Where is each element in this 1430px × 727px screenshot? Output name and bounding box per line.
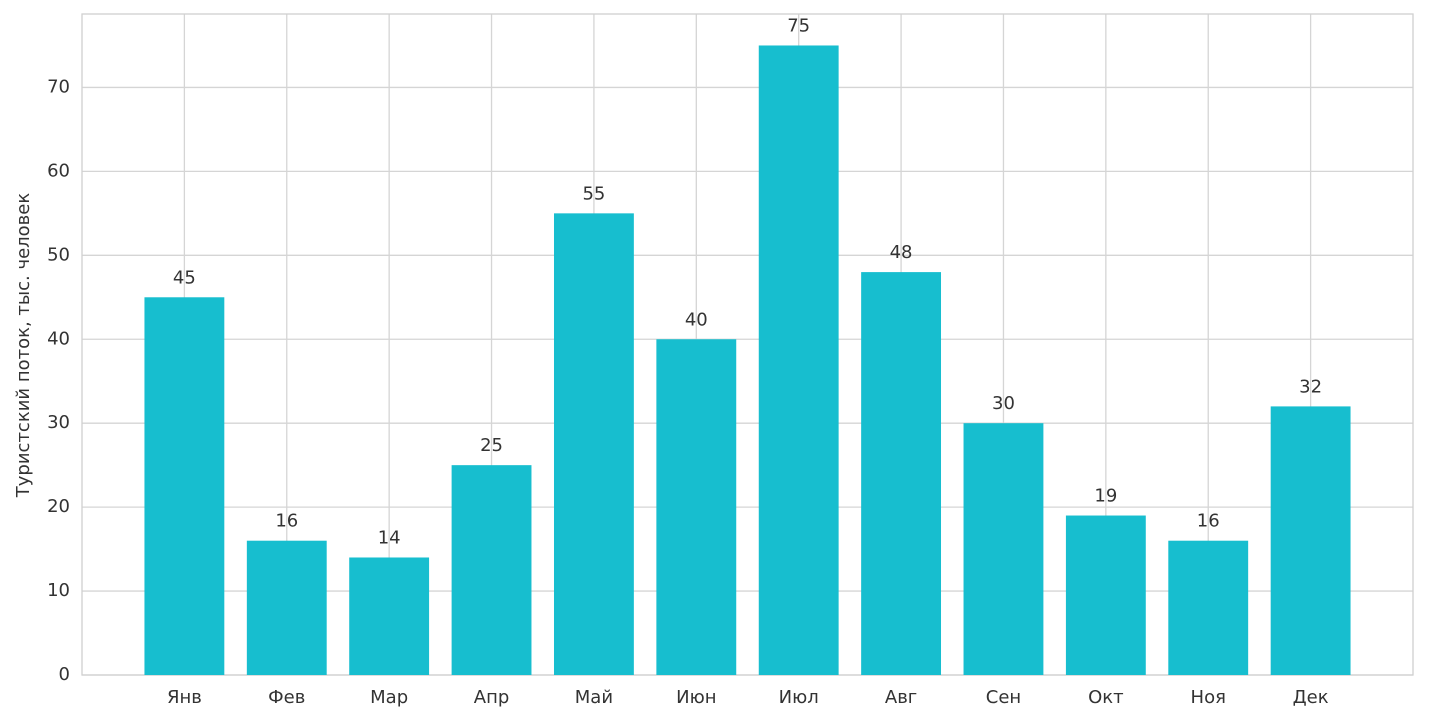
y-tick-label: 70 [47,76,70,97]
value-label: 55 [582,183,605,204]
bar [963,423,1044,675]
x-tick-label: Ноя [1191,687,1226,708]
y-tick-label: 0 [59,664,70,685]
x-tick-label: Июл [779,687,819,708]
plot-frame [81,13,1414,676]
value-label: 25 [480,435,503,456]
value-label: 75 [787,15,810,36]
value-label: 16 [275,511,298,532]
bar [246,540,327,675]
y-tick-label: 20 [47,496,70,517]
value-label: 19 [1094,486,1117,507]
x-tick-label: Дек [1293,687,1329,708]
y-tick-label: 10 [47,580,70,601]
x-tick-label: Май [575,687,613,708]
bar [349,557,430,675]
value-label: 45 [173,267,196,288]
bar [1168,540,1249,675]
y-tick-label: 60 [47,160,70,181]
value-label: 32 [1299,376,1322,397]
bar [1065,515,1146,675]
value-label: 48 [890,242,913,263]
y-tick-label: 40 [47,328,70,349]
x-tick-label: Фев [268,687,305,708]
x-tick-label: Авг [885,687,917,708]
value-label: 14 [378,527,401,548]
bar [861,272,942,675]
bar [451,465,532,675]
bar [144,297,225,675]
bar [1270,406,1351,675]
x-tick-label: Янв [167,687,202,708]
y-axis-label: Туристский поток, тыс. человек [13,193,34,499]
x-tick-label: Мар [370,687,408,708]
y-tick-label: 30 [47,412,70,433]
bar [553,213,634,675]
x-tick-label: Сен [986,687,1021,708]
value-label: 40 [685,309,708,330]
bar [656,339,737,675]
x-tick-label: Апр [474,687,510,708]
y-tick-label: 50 [47,244,70,265]
x-tick-label: Окт [1088,687,1124,708]
x-tick-label: Июн [676,687,716,708]
value-label: 30 [992,393,1015,414]
value-label: 16 [1197,511,1220,532]
bar [758,45,839,675]
